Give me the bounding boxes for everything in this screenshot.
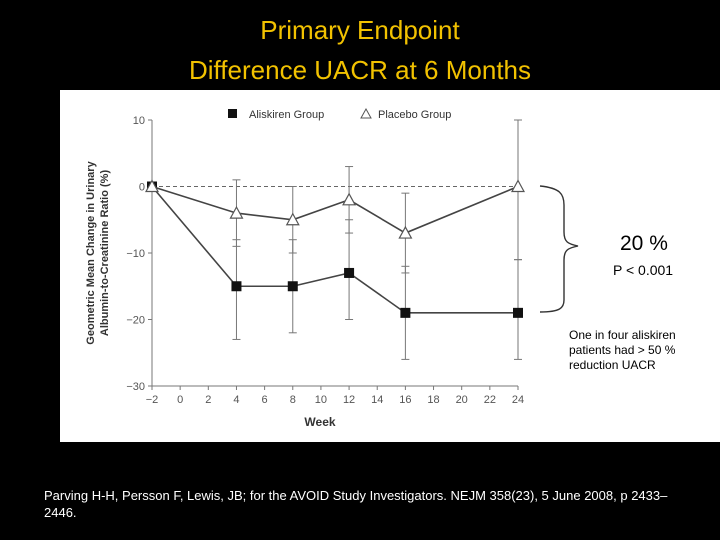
- x-tick-label: 0: [177, 394, 183, 406]
- placebo-marker: [342, 192, 357, 206]
- y-tick-label: 0: [139, 182, 145, 194]
- y-tick-label: −20: [126, 315, 145, 327]
- x-tick-label: 16: [399, 394, 411, 406]
- y-axis-title-line-1: Geometric Mean Change in Urinary: [85, 160, 97, 344]
- x-axis-title: Week: [304, 415, 335, 429]
- x-tick-label: 22: [484, 394, 496, 406]
- placebo-marker: [510, 179, 526, 193]
- x-tick-label: −2: [146, 394, 159, 406]
- y-axis-title-line-2: Albumin-to-Creatinine Ratio (%): [99, 170, 111, 337]
- slide-title-line-1: Primary Endpoint: [260, 15, 460, 45]
- aliskiren-marker: [513, 307, 523, 318]
- y-tick-label: −30: [126, 381, 145, 393]
- placebo-marker: [285, 212, 300, 226]
- x-tick-label: 8: [290, 394, 296, 406]
- aliskiren-marker: [231, 281, 242, 292]
- series-line-triangle: [151, 185, 519, 234]
- difference-bracket: [539, 185, 579, 313]
- chart-panel: 10 0 −10 −20 −30 −2 0 2 4 6 8 10 12 14 16 18 20 22 24 Week G…: [60, 90, 720, 442]
- x-tick-label: 24: [512, 394, 524, 406]
- difference-label: 20 %: [620, 232, 668, 255]
- aliskiren-marker: [400, 307, 411, 318]
- placebo-marker: [398, 225, 413, 239]
- chart-svg: 100−10−20−30−2 0 2 4 6 8 10 12 14 16 18 20 22 24WeekG…: [85, 107, 579, 429]
- x-tick-label: 6: [262, 394, 268, 406]
- x-tick-label: 12: [343, 394, 355, 406]
- x-tick-label: 20: [456, 394, 468, 406]
- y-tick-label: −10: [126, 248, 145, 260]
- legend-placebo-label: Placebo Group: [378, 109, 451, 121]
- x-tick-label: 4: [233, 394, 239, 406]
- series-line-square: [151, 185, 518, 314]
- slide-title-line-2: Difference UACR at 6 Months: [189, 55, 531, 85]
- placebo-marker: [144, 179, 160, 193]
- x-tick-label: 14: [371, 394, 383, 406]
- aliskiren-marker: [344, 267, 355, 278]
- x-tick-label: 2: [205, 394, 211, 406]
- legend-aliskiren-label: Aliskiren Group: [249, 109, 324, 121]
- aliskiren-marker: [287, 281, 298, 292]
- placebo-marker: [229, 205, 244, 219]
- y-tick-label: 10: [133, 115, 145, 127]
- x-tick-label: 10: [315, 394, 327, 406]
- legend-aliskiren-swatch: [228, 109, 237, 118]
- responder-note: One in four aliskiren patients had > 50 …: [569, 328, 676, 372]
- citation: Parving H-H, Persson F, Lewis, JB; for t…: [44, 488, 668, 520]
- p-value-label: P < 0.001: [613, 262, 674, 278]
- x-tick-label: 18: [427, 394, 439, 406]
- legend-placebo-swatch: [360, 107, 372, 119]
